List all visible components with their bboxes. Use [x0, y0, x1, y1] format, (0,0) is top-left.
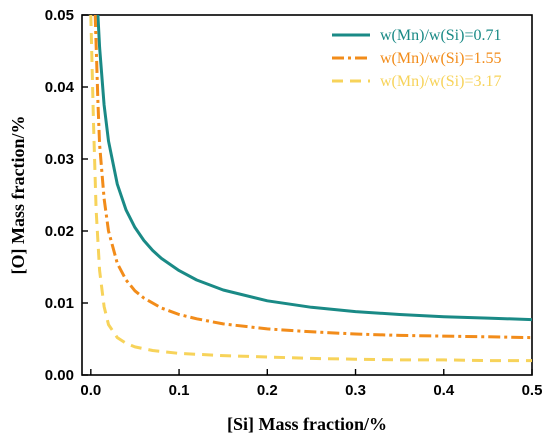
- y-axis-title: [O] Mass fraction/%: [8, 116, 28, 275]
- x-tick-label: 0.2: [257, 382, 278, 399]
- series-line-3: [89, 15, 532, 363]
- legend-label-1: w(Mn)/w(Si)=0.71: [380, 27, 501, 44]
- y-tick-label: 0.01: [45, 295, 74, 312]
- y-tick-label: 0.05: [45, 7, 74, 24]
- x-axis-title: [Si] Mass fraction/%: [227, 414, 387, 434]
- x-tick-label: 0.4: [433, 382, 455, 399]
- x-tick-label: 0.5: [522, 382, 543, 399]
- x-tick-label: 0.3: [345, 382, 366, 399]
- x-tick-label: 0.0: [80, 382, 101, 399]
- legend-label-2: w(Mn)/w(Si)=1.55: [380, 50, 501, 67]
- plot-frame: [81, 14, 533, 376]
- series-line-2: [93, 15, 532, 340]
- x-tick-label: 0.1: [169, 382, 190, 399]
- y-tick-label: 0.04: [45, 79, 75, 96]
- y-tick-label: 0.00: [45, 367, 74, 384]
- y-tick-label: 0.02: [45, 223, 74, 240]
- series-line-1: [96, 15, 532, 322]
- legend-label-3: w(Mn)/w(Si)=3.17: [380, 73, 501, 90]
- y-tick-label: 0.03: [45, 151, 74, 168]
